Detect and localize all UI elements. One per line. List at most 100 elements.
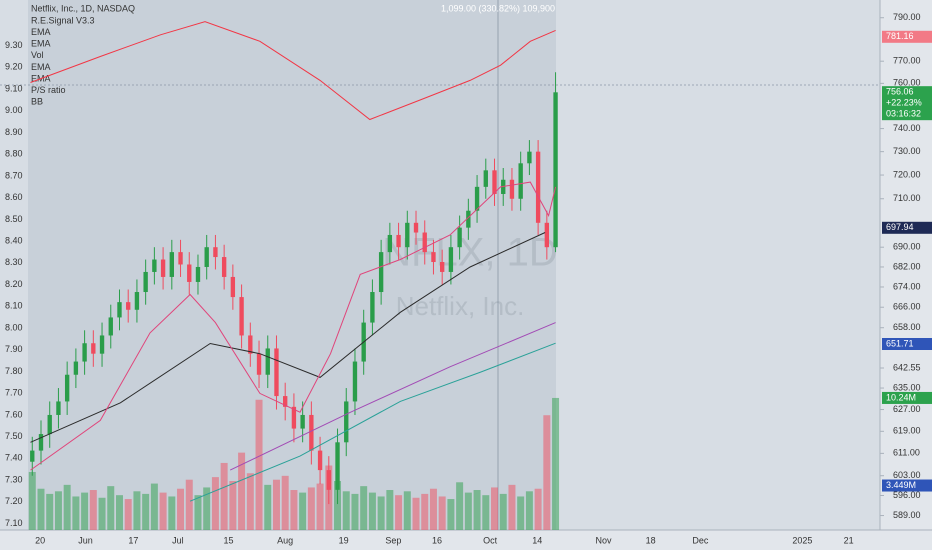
volume-bar xyxy=(525,491,533,530)
volume-bar xyxy=(150,483,158,530)
x-tick-label: 16 xyxy=(432,535,442,545)
candle-body xyxy=(483,170,488,187)
price-tag-label: 651.71 xyxy=(886,338,914,348)
volume-bar xyxy=(98,497,106,530)
y2-tick-label: 9.20 xyxy=(5,62,23,72)
volume-bar xyxy=(499,493,507,530)
volume-bar xyxy=(438,496,446,530)
x-tick-label: 18 xyxy=(646,535,656,545)
candle-body xyxy=(274,348,279,397)
candle-body xyxy=(544,222,550,248)
volume-bar xyxy=(299,492,307,530)
candle-body xyxy=(396,234,401,248)
volume-bar xyxy=(386,490,394,530)
volume-bar xyxy=(473,490,481,530)
y2-tick-label: 7.30 xyxy=(5,474,23,484)
legend-entry: EMA xyxy=(31,62,51,72)
y-tick-label: 642.55 xyxy=(893,362,921,372)
volume-bar xyxy=(377,496,385,530)
countdown: 03:16:32 xyxy=(886,109,921,119)
candle-body xyxy=(38,434,44,451)
price-tag xyxy=(882,86,932,121)
candle-body xyxy=(466,210,471,228)
x-tick-label: 2025 xyxy=(792,535,812,545)
y-tick-label: 710.00 xyxy=(893,193,921,203)
volume-bar xyxy=(307,487,315,530)
y-tick-label: 690.00 xyxy=(893,242,921,252)
volume-bar xyxy=(508,484,516,530)
y-tick-label: 760.00 xyxy=(893,78,921,88)
candle-body xyxy=(195,266,201,282)
volume-bar xyxy=(185,479,193,530)
candle-body xyxy=(300,414,305,429)
candle-body xyxy=(221,257,227,277)
y-tick-label: 674.00 xyxy=(893,281,921,291)
y2-tick-label: 7.90 xyxy=(5,344,23,354)
legend-entry: EMA xyxy=(31,27,51,37)
candle-body xyxy=(143,271,148,293)
volume-bar xyxy=(342,491,350,530)
price-tag xyxy=(882,30,932,43)
x-tick-label: 19 xyxy=(339,535,349,545)
volume-bar xyxy=(177,488,185,530)
candle-body xyxy=(30,450,35,462)
y-tick-label: 682.00 xyxy=(893,261,921,271)
volume-bar xyxy=(107,486,115,530)
volume-bar xyxy=(491,487,498,530)
price-tag xyxy=(882,479,932,492)
y2-tick-label: 8.20 xyxy=(5,279,23,289)
indicator-line xyxy=(30,181,557,471)
candle-body xyxy=(535,151,541,223)
candle-body xyxy=(474,186,480,211)
candle-body xyxy=(553,92,558,248)
candle-body xyxy=(187,264,192,282)
volume-bar xyxy=(447,499,455,530)
price-tag-label: 10.24M xyxy=(886,392,916,402)
candle-body xyxy=(117,302,122,318)
volume-bar xyxy=(368,492,376,530)
volume-bar xyxy=(281,475,289,530)
volume-bar xyxy=(159,492,167,530)
volume-bar xyxy=(255,399,263,530)
indicator-line xyxy=(30,21,556,121)
x-tick-label: Oct xyxy=(483,535,498,545)
candle-body xyxy=(160,259,166,277)
candle-body xyxy=(405,222,410,248)
candle-body xyxy=(317,450,323,471)
y2-tick-label: 8.40 xyxy=(5,235,23,245)
volume-bar xyxy=(464,492,472,530)
volume-bar xyxy=(142,493,150,530)
candle-body xyxy=(91,343,96,354)
volume-bar xyxy=(412,497,420,530)
x-tick-label: 21 xyxy=(844,535,854,545)
candle-body xyxy=(326,470,331,490)
x-tick-label: Jul xyxy=(172,535,184,545)
volume-bar xyxy=(37,488,45,530)
volume-bar xyxy=(351,493,359,530)
indicator-line xyxy=(30,232,546,443)
volume-bar xyxy=(229,480,237,530)
candle-body xyxy=(64,374,70,402)
indicator-line xyxy=(189,342,556,502)
price-tag-label: 697.94 xyxy=(886,222,914,232)
price-tag-label: 781.16 xyxy=(886,31,914,41)
price-change: +22.23% xyxy=(886,98,922,108)
x-tick-label: Sep xyxy=(385,535,401,545)
y2-tick-label: 8.70 xyxy=(5,170,23,180)
y2-tick-label: 8.50 xyxy=(5,214,23,224)
volume-bar xyxy=(124,499,132,530)
candle-body xyxy=(99,335,105,354)
candle-body xyxy=(291,406,297,429)
candle-body xyxy=(47,414,52,435)
candle-body xyxy=(213,247,218,258)
y2-tick-label: 8.30 xyxy=(5,257,23,267)
volume-bar xyxy=(54,491,62,530)
y2-tick-label: 9.30 xyxy=(5,40,23,50)
volume-bar xyxy=(63,484,71,530)
candle-body xyxy=(344,401,349,443)
volume-bar xyxy=(272,479,280,530)
volume-bar xyxy=(552,397,560,530)
indicator-line xyxy=(229,322,556,471)
legend-entry: Vol xyxy=(31,50,44,60)
